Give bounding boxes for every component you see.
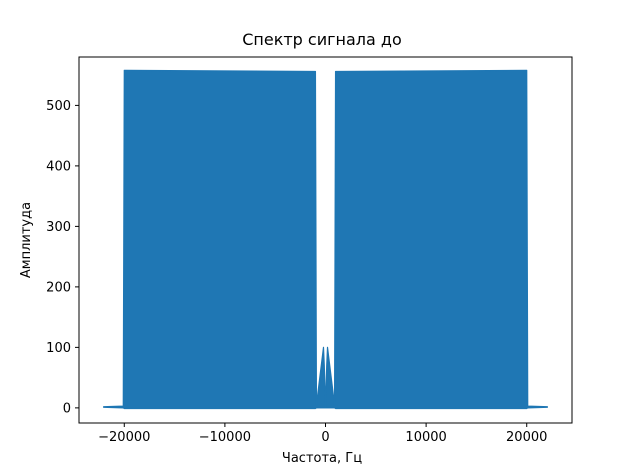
y-tick-label: 200 bbox=[46, 280, 71, 295]
y-axis: 0 100 200 300 400 500 bbox=[46, 99, 79, 416]
y-axis-label: Амплитуда bbox=[19, 202, 34, 278]
y-tick-label: 0 bbox=[63, 401, 71, 416]
x-axis-label: Частота, Гц bbox=[282, 451, 362, 466]
spectrum-series-0 bbox=[103, 69, 548, 410]
x-tick-label: −10000 bbox=[199, 430, 251, 445]
x-tick-label: −20000 bbox=[98, 430, 150, 445]
y-tick-label: 400 bbox=[46, 159, 71, 174]
x-tick-label: 10000 bbox=[405, 430, 446, 445]
x-tick-label: 0 bbox=[321, 430, 329, 445]
x-axis: −20000 −10000 0 10000 20000 bbox=[98, 423, 547, 445]
y-tick-label: 500 bbox=[46, 99, 71, 114]
y-tick-label: 300 bbox=[46, 220, 71, 235]
chart-title: Спектр сигнала до bbox=[242, 30, 402, 49]
y-tick-label: 100 bbox=[46, 341, 71, 356]
x-tick-label: 20000 bbox=[506, 430, 547, 445]
plot-area bbox=[103, 69, 548, 410]
